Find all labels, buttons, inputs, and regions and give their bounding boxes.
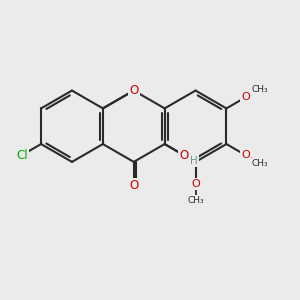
Text: O: O [179,149,189,162]
Text: O: O [242,92,250,102]
Text: CH₃: CH₃ [187,196,204,205]
Text: CH₃: CH₃ [252,85,268,94]
Text: CH₃: CH₃ [252,159,268,168]
Text: O: O [242,150,250,160]
Text: Cl: Cl [16,149,28,162]
Text: O: O [129,179,138,192]
Text: O: O [129,84,138,97]
Text: O: O [191,179,200,189]
Text: H: H [190,156,198,166]
